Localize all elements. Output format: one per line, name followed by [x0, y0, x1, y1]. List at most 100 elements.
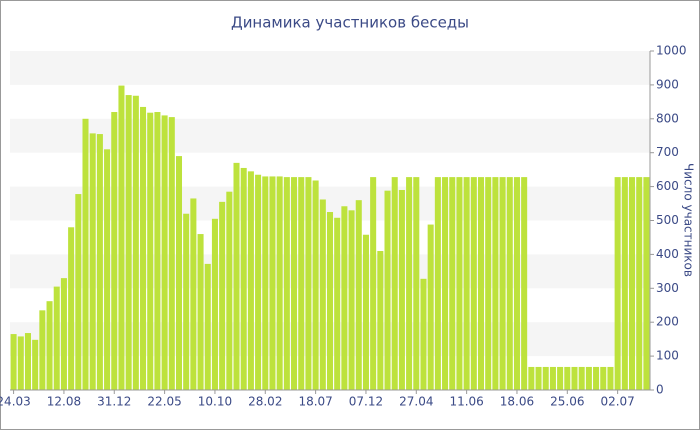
bar: [542, 366, 549, 390]
bar: [549, 366, 556, 390]
bar: [53, 286, 60, 390]
bar: [341, 206, 348, 390]
y-tick-label: 0: [656, 383, 664, 397]
bar: [406, 177, 413, 390]
bar: [147, 112, 154, 390]
bar: [68, 227, 75, 390]
bar: [140, 106, 147, 390]
bar: [39, 310, 46, 390]
x-tick-label: 28.02: [248, 395, 282, 409]
bar: [24, 333, 31, 390]
bar: [427, 224, 434, 390]
bar: [305, 177, 312, 390]
bar: [269, 176, 276, 390]
bar: [283, 177, 290, 390]
bar: [593, 366, 600, 390]
bar: [557, 366, 564, 390]
bar: [82, 118, 89, 391]
bar: [607, 366, 614, 390]
bar: [226, 191, 233, 390]
x-tick-label: 18.06: [500, 395, 534, 409]
bar: [276, 176, 283, 390]
bar: [319, 199, 326, 390]
bar: [240, 167, 247, 390]
bar: [636, 177, 643, 390]
bar: [125, 95, 132, 390]
bar: [312, 180, 319, 390]
x-tick-label: 25.06: [550, 395, 584, 409]
bar: [449, 177, 456, 390]
bar: [262, 176, 269, 390]
grid-band: [10, 118, 650, 153]
bar: [377, 251, 384, 390]
bar: [420, 278, 427, 390]
y-tick-label: 700: [656, 145, 679, 159]
bar: [629, 177, 636, 390]
bar: [456, 177, 463, 390]
y-tick-label: 1000: [656, 44, 687, 58]
x-tick-label: 27.04: [399, 395, 433, 409]
bar: [89, 133, 96, 390]
x-tick-label: 10.10: [198, 395, 232, 409]
y-tick-label: 400: [656, 247, 679, 261]
bar: [600, 366, 607, 390]
bar: [492, 177, 499, 390]
bar: [535, 366, 542, 390]
bar: [571, 366, 578, 390]
bar: [247, 171, 254, 390]
y-tick-label: 300: [656, 281, 679, 295]
bar: [10, 334, 17, 390]
bar: [334, 217, 341, 390]
bar: [513, 177, 520, 390]
bar: [219, 201, 226, 390]
x-tick-label: 07.12: [349, 395, 383, 409]
bar: [442, 177, 449, 390]
bar: [154, 112, 161, 391]
bar: [168, 117, 175, 390]
bar: [211, 218, 218, 390]
x-tick-label: 18.07: [298, 395, 332, 409]
bar: [485, 177, 492, 390]
bar: [434, 177, 441, 390]
bar: [46, 301, 53, 390]
bar: [370, 177, 377, 390]
bar: [643, 177, 650, 390]
bar: [96, 134, 103, 390]
bar: [291, 177, 298, 390]
bar: [118, 85, 125, 390]
bar: [348, 210, 355, 390]
bar: [32, 339, 39, 390]
bar: [104, 149, 111, 390]
bar: [621, 177, 628, 390]
y-tick-label: 500: [656, 213, 679, 227]
bar: [398, 189, 405, 390]
bar: [183, 213, 190, 390]
bar: [298, 177, 305, 390]
bar: [326, 212, 334, 390]
bar: [355, 200, 362, 390]
bar: [391, 177, 398, 390]
grid-band: [10, 51, 650, 85]
bar: [132, 95, 139, 391]
bar: [521, 177, 528, 390]
bar: [255, 174, 262, 390]
x-tick-label: 11.06: [449, 395, 483, 409]
y-tick-label: 800: [656, 111, 679, 125]
bar: [470, 177, 477, 390]
bar: [413, 177, 420, 390]
x-tick-label: 22.05: [147, 395, 181, 409]
bar: [477, 177, 485, 390]
y-tick-label: 900: [656, 77, 679, 91]
bar: [564, 366, 571, 390]
y-tick-label: 600: [656, 179, 679, 193]
x-tick-label: 02.07: [600, 395, 634, 409]
bar: [614, 177, 621, 390]
y-axis-label: Число участников: [682, 163, 696, 277]
bar: [463, 177, 470, 390]
y-tick-label: 200: [656, 315, 679, 329]
bar: [75, 194, 82, 390]
x-tick-label: 24.03: [0, 395, 31, 409]
bar: [175, 156, 183, 390]
bar: [528, 366, 535, 390]
